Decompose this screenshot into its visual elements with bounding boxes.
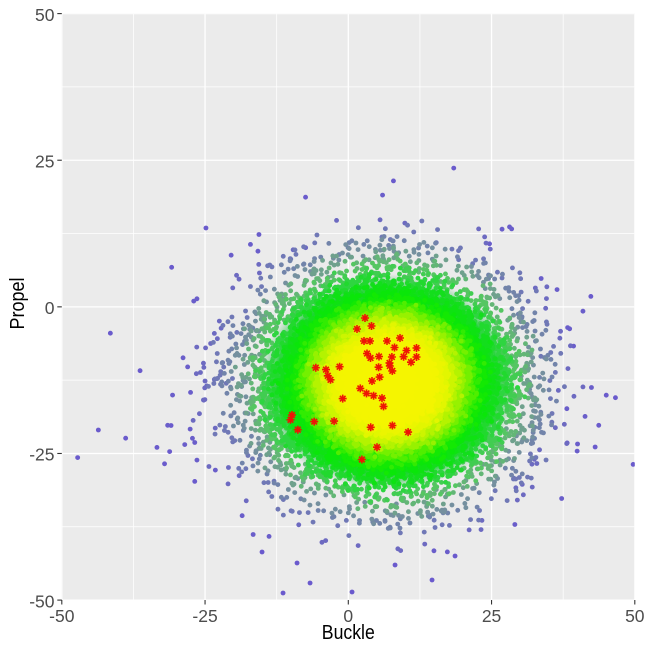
svg-text:-50: -50 — [49, 606, 75, 626]
svg-text:0: 0 — [343, 606, 353, 626]
svg-text:0: 0 — [45, 298, 55, 318]
svg-text:Buckle: Buckle — [322, 622, 375, 644]
svg-text:-25: -25 — [29, 445, 54, 465]
svg-text:-25: -25 — [192, 606, 217, 626]
svg-text:50: 50 — [35, 5, 55, 25]
svg-text:25: 25 — [35, 151, 54, 171]
svg-text:Propel: Propel — [7, 278, 29, 330]
svg-text:25: 25 — [482, 606, 501, 626]
svg-text:-50: -50 — [29, 591, 55, 611]
svg-text:50: 50 — [625, 606, 645, 626]
